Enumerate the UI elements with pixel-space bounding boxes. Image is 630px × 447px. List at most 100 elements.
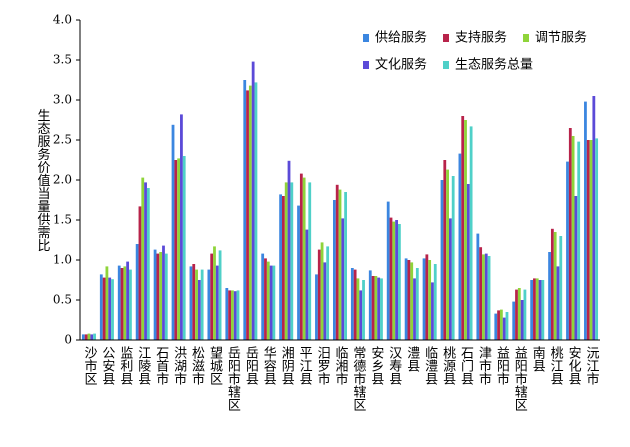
- bar: [422, 258, 426, 340]
- x-tick-label: 岳阳县: [243, 346, 259, 385]
- bar: [215, 265, 219, 340]
- bar: [371, 276, 375, 340]
- legend-swatch: [523, 34, 529, 42]
- bar: [344, 192, 347, 340]
- legend-swatch: [443, 61, 449, 69]
- bar: [207, 269, 211, 340]
- x-tick-label: 桃江县: [548, 346, 564, 385]
- x-tick-label: 沙市区: [81, 346, 97, 385]
- y-tick-label: 2.5: [53, 133, 72, 147]
- bar: [568, 128, 572, 340]
- bar: [111, 279, 114, 340]
- bar: [272, 265, 276, 340]
- bar: [146, 188, 150, 340]
- bar: [189, 266, 193, 340]
- bar: [538, 280, 542, 340]
- x-tick-label: 临湘市: [333, 346, 349, 385]
- bar: [484, 253, 488, 340]
- legend-swatch: [363, 61, 369, 69]
- bar: [374, 276, 378, 340]
- bar: [290, 182, 294, 340]
- bar: [279, 194, 283, 340]
- bar: [359, 290, 363, 340]
- bar: [317, 249, 321, 340]
- bar: [315, 274, 318, 340]
- bar: [123, 266, 127, 340]
- x-tick-label: 望城区: [207, 345, 223, 385]
- bar: [93, 333, 96, 340]
- x-tick-label: 临澧县: [422, 346, 438, 385]
- bar: [213, 246, 216, 340]
- bar: [99, 274, 103, 340]
- bar: [210, 253, 214, 340]
- bar: [428, 260, 432, 340]
- x-tick-label: 沅江市: [584, 346, 600, 385]
- bar: [433, 264, 437, 340]
- bar: [458, 153, 462, 340]
- bar: [261, 253, 265, 340]
- bar: [162, 245, 165, 340]
- x-tick-label: 岳阳市辖区: [225, 346, 241, 411]
- bar: [392, 221, 396, 340]
- bar: [535, 278, 539, 340]
- bar: [502, 317, 506, 340]
- y-tick-label: 2.0: [53, 173, 72, 187]
- x-tick-label: 松滋市: [189, 346, 205, 385]
- legend-label: 调节服务: [535, 30, 587, 46]
- legend-swatch: [443, 34, 449, 42]
- x-tick-label: 华容县: [261, 346, 277, 385]
- bar: [548, 252, 551, 340]
- bar: [153, 249, 157, 340]
- bar: [350, 268, 354, 340]
- bar: [236, 290, 240, 340]
- bar: [171, 124, 175, 340]
- bar: [305, 229, 309, 340]
- bar: [177, 158, 181, 340]
- bar: [541, 280, 545, 340]
- bar: [368, 270, 372, 340]
- bar: [448, 218, 452, 340]
- bar: [353, 269, 357, 340]
- bar: [479, 247, 483, 340]
- bar: [451, 176, 455, 340]
- legend-swatch: [363, 34, 369, 42]
- bar: [320, 242, 324, 340]
- bar: [377, 277, 381, 340]
- bar: [138, 206, 142, 340]
- bar: [407, 260, 411, 340]
- x-tick-label: 南县: [530, 345, 546, 372]
- bar: [517, 288, 521, 340]
- x-tick-label: 平江县: [297, 346, 313, 385]
- bar: [197, 280, 201, 340]
- bar: [494, 313, 498, 340]
- bar: [284, 182, 288, 340]
- bar: [466, 184, 470, 340]
- bar: [192, 264, 196, 340]
- x-tick-label: 汉寿县: [386, 346, 402, 385]
- bar: [341, 218, 345, 340]
- bar: [338, 189, 342, 340]
- bar: [129, 269, 132, 340]
- bar: [225, 288, 229, 340]
- bar: [431, 282, 434, 340]
- legend-label: 文化服务: [375, 57, 427, 73]
- bar: [251, 61, 255, 340]
- bar: [469, 126, 473, 341]
- bar: [248, 85, 252, 340]
- bar: [595, 138, 599, 340]
- bar: [461, 116, 465, 340]
- x-tick-label: 桃源县: [440, 346, 456, 385]
- bar: [164, 253, 168, 340]
- bar: [415, 268, 419, 340]
- bar: [556, 266, 560, 340]
- x-tick-label: 安乡县: [368, 346, 384, 385]
- bar: [413, 278, 416, 340]
- bar: [395, 220, 398, 340]
- y-tick-label: 4.0: [53, 13, 72, 27]
- bar: [335, 184, 339, 340]
- bar: [254, 82, 258, 341]
- x-tick-label: 汨罗市: [315, 346, 331, 385]
- x-tick-label: 监利县: [117, 346, 132, 385]
- bar: [397, 224, 401, 340]
- bar: [577, 141, 581, 340]
